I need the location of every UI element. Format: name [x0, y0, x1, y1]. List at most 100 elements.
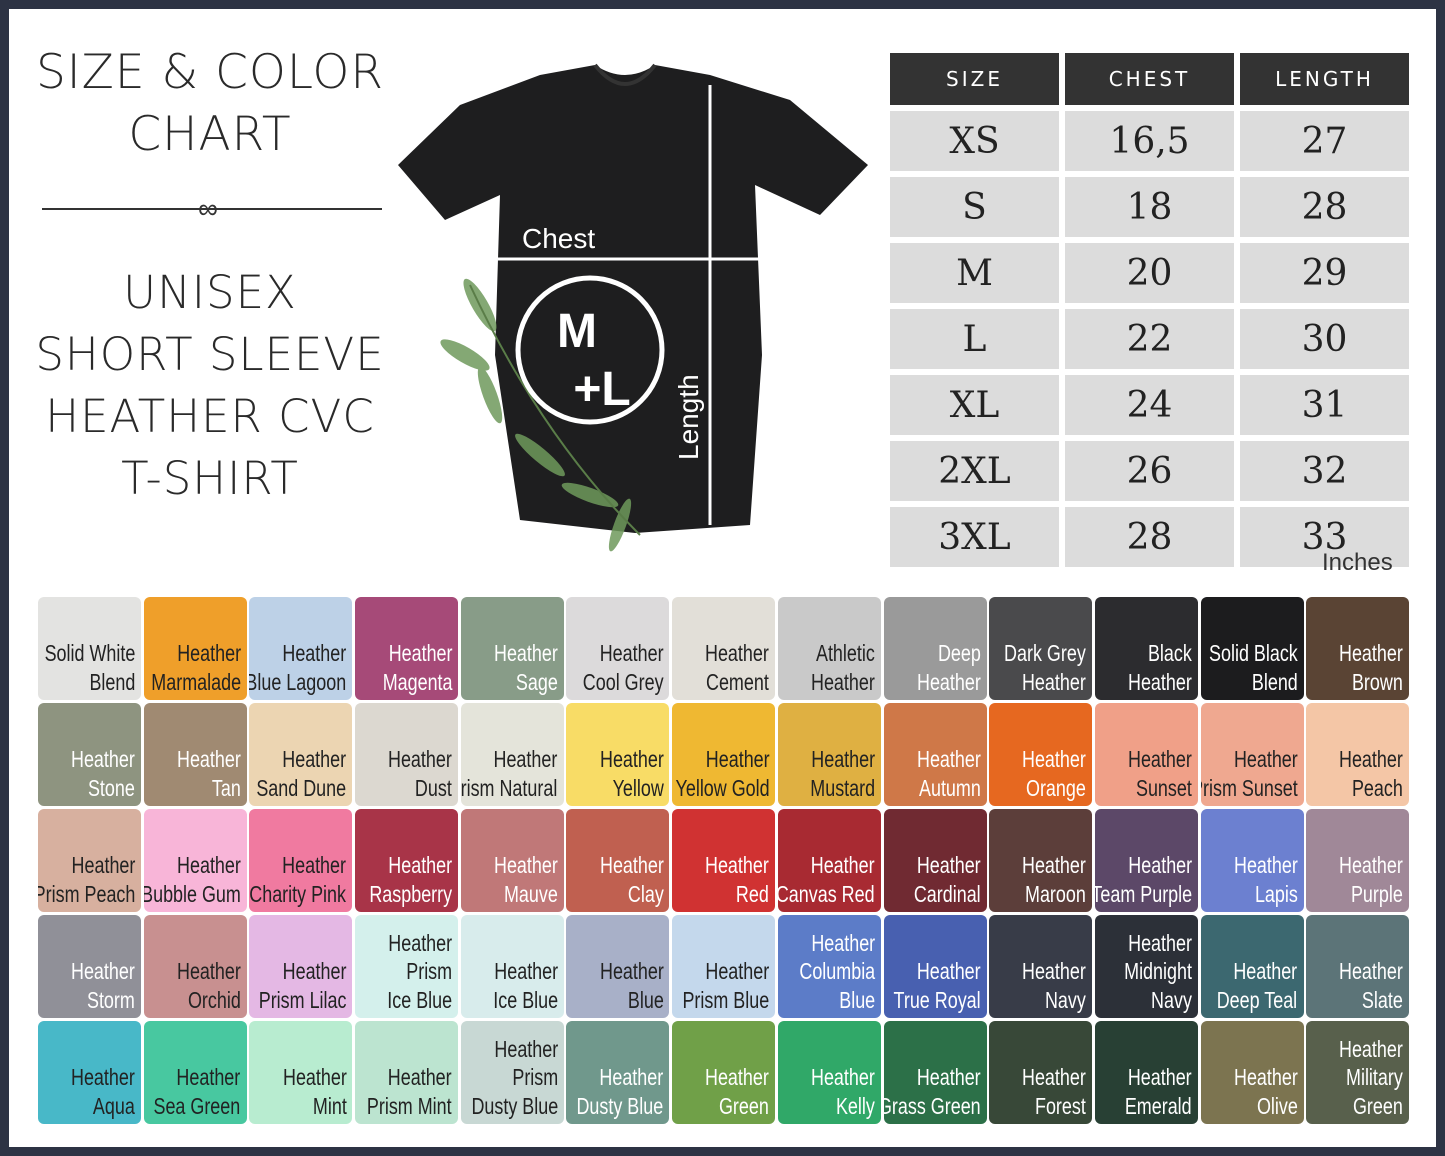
swatch-label: Heather Prism Lilac	[259, 957, 347, 1014]
color-swatch: Heather Columbia Blue	[777, 915, 881, 1018]
swatch-label-line: Heather	[71, 958, 135, 984]
color-swatch: Heather Cement	[672, 597, 776, 700]
size-cell: 2XL	[890, 441, 1059, 501]
product-line: UNISEX	[123, 266, 297, 319]
color-swatch: Heather Navy	[989, 915, 1093, 1018]
tshirt-diagram: Chest Length M +L	[398, 63, 868, 552]
swatch-label: Heather Orchid	[177, 957, 241, 1014]
color-swatch: Heather Olive	[1200, 1021, 1304, 1124]
swatch-label: Heather True Royal	[893, 957, 980, 1014]
divider	[42, 208, 382, 210]
size-cell: L	[890, 309, 1059, 369]
swatch-label-line: Athletic	[815, 640, 875, 666]
swatch-label: Heather Stone	[71, 745, 135, 802]
swatch-label: Heather Sunset	[1128, 745, 1192, 802]
color-swatch: Heather Stone	[38, 703, 141, 806]
title-line: SIZE & COLOR	[35, 45, 385, 100]
swatch-label-line: Heather	[176, 852, 241, 878]
swatch-label-line: Heather	[176, 958, 241, 984]
color-swatch: Heather Cardinal	[883, 809, 987, 912]
swatch-label-line: Heather	[1128, 746, 1192, 772]
swatch-label: Heather Sand Dune	[257, 745, 347, 802]
swatch-label: Heather Green	[705, 1063, 769, 1120]
swatch-label-line: Blue Lagoon	[249, 668, 347, 695]
chest-cell: 26	[1065, 441, 1234, 501]
swatch-label-line: Mint	[312, 1092, 347, 1119]
logo-top: M	[557, 305, 597, 358]
color-swatch: Deep Heather	[883, 597, 987, 700]
swatch-label-line: Heather	[388, 640, 453, 666]
collar	[593, 63, 657, 86]
swatch-label-line: Heather	[493, 958, 558, 984]
length-cell: 30	[1240, 309, 1409, 369]
swatch-label-line: Prism Blue	[682, 986, 770, 1013]
color-swatch: Heather Orange	[989, 703, 1093, 806]
length-cell: 27	[1240, 111, 1409, 171]
color-swatch: Heather Peach	[1306, 703, 1410, 806]
chest-cell: 22	[1065, 309, 1234, 369]
swatch-label-line: Heather	[176, 1064, 241, 1090]
header-chest: CHEST	[1065, 53, 1234, 105]
swatch-label-line: Heather	[388, 929, 453, 956]
swatch-label-line: Heather	[1233, 852, 1298, 878]
header-length: LENGTH	[1240, 53, 1409, 105]
swatch-label-line: Heather	[599, 958, 664, 984]
swatch-label: Heather Grass Green	[884, 1063, 981, 1120]
swatch-label-line: Black	[1148, 640, 1192, 666]
swatch-label-line: Heather	[282, 1064, 347, 1090]
swatch-label-line: Heather	[1022, 852, 1087, 878]
swatch-label-line: Deep Teal	[1217, 986, 1298, 1013]
color-swatch: Heather Prism Dusty Blue	[460, 1021, 564, 1124]
swatch-label-line: Magenta	[382, 668, 453, 695]
swatch-label-line: Prism Natural	[461, 774, 558, 801]
tshirt-shape	[398, 65, 868, 533]
swatch-label-line: Heather	[1022, 668, 1087, 695]
chest-cell: 18	[1065, 177, 1234, 237]
swatch-label: Heather Prism Mint	[367, 1063, 452, 1120]
swatch-label: Heather Marmalade	[151, 639, 241, 696]
color-swatch: Heather Prism Lilac	[249, 915, 353, 1018]
swatch-label: Deep Heather	[917, 639, 981, 696]
swatch-label-line: Forest	[1035, 1092, 1087, 1119]
swatch-label-line: Brown	[1352, 668, 1404, 695]
chest-cell: 20	[1065, 243, 1234, 303]
color-swatch: Heather Clay	[566, 809, 670, 912]
swatch-label: Heather Red	[705, 851, 769, 908]
swatch-label-line: Heather	[282, 852, 347, 878]
swatch-label-line: Heather	[282, 746, 347, 772]
swatch-label-line: Canvas Red	[777, 880, 875, 907]
swatch-label: Heather Mint	[283, 1063, 347, 1120]
color-swatch: Heather Brown	[1306, 597, 1410, 700]
size-cell: 3XL	[890, 507, 1059, 567]
swatch-label-line: Heather	[810, 1064, 875, 1090]
swatch-label-line: Heather	[916, 746, 981, 772]
swatch-label: Heather Dusty Blue	[577, 1063, 664, 1120]
swatch-label-line: Heather	[493, 746, 558, 772]
swatch-label-line: Sage	[515, 668, 558, 695]
color-swatch: Heather Cool Grey	[566, 597, 670, 700]
swatch-label-line: Midnight	[1124, 958, 1192, 984]
swatch-label: Heather Prism Dusty Blue	[471, 1035, 558, 1121]
swatch-label: Solid White Blend	[44, 639, 135, 696]
swatch-label-line: Heather	[493, 640, 558, 666]
swatch-label: Heather Military Green	[1339, 1035, 1403, 1121]
swatch-label: Heather Dust	[388, 745, 452, 802]
swatch-label-line: Prism Lilac	[258, 986, 347, 1013]
swatch-label-line: Heather	[916, 668, 981, 695]
swatch-label: Heather Yellow Gold	[675, 745, 769, 802]
swatch-label-line: Heather	[705, 958, 770, 984]
color-swatch: Heather Sea Green	[143, 1021, 247, 1124]
swatch-label-line: Ice Blue	[387, 986, 453, 1013]
swatch-label-line: Heather	[1128, 929, 1192, 956]
logo-bottom: +L	[573, 363, 630, 416]
swatch-label-line: Heather	[1233, 1064, 1298, 1090]
color-swatch: Heather Aqua	[38, 1021, 141, 1124]
swatch-label-line: Emerald	[1125, 1092, 1192, 1119]
color-swatch: Heather Magenta	[355, 597, 459, 700]
swatch-label-line: Heather	[1339, 746, 1404, 772]
chest-cell: 28	[1065, 507, 1234, 567]
swatch-label-line: Prism Mint	[367, 1092, 453, 1119]
swatch-label-line: Red	[736, 880, 770, 907]
swatch-label: Heather Emerald	[1125, 1063, 1192, 1120]
swatch-label-line: Sunset	[1136, 774, 1192, 801]
